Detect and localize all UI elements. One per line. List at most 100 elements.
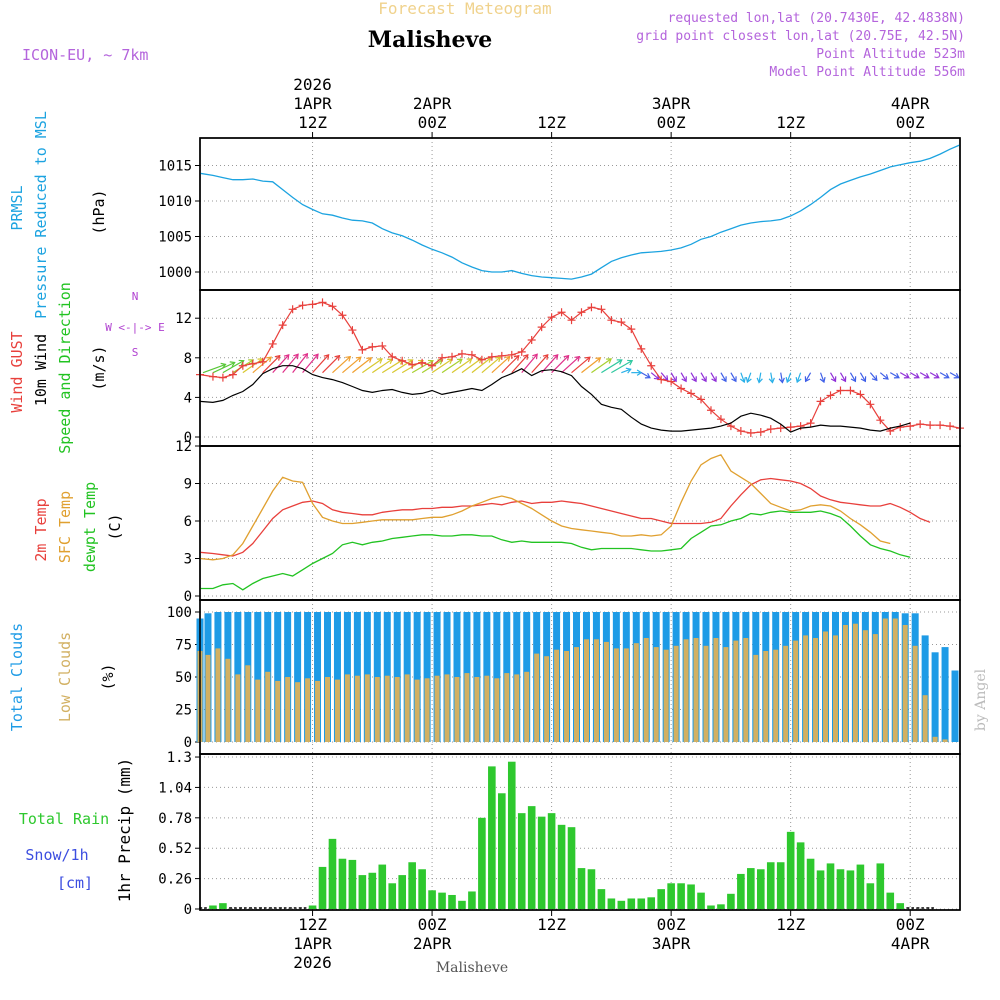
gust-marker <box>438 353 447 362</box>
wind-dir-arrow <box>481 356 501 374</box>
gust-marker <box>577 308 586 317</box>
rain-bar <box>607 898 616 909</box>
low-cloud-bar <box>803 635 809 742</box>
temp-line-0 <box>199 477 931 557</box>
rain-bar <box>747 868 755 909</box>
wind-dir-arrowhead <box>606 358 613 364</box>
gust-marker <box>876 416 885 425</box>
gust-marker <box>308 300 317 309</box>
x-tick-label-bottom: 12Z <box>776 915 805 934</box>
wind-dir-arrowhead <box>933 372 940 379</box>
wind-dir-arrowhead <box>552 353 559 360</box>
low-cloud-bar <box>295 682 301 742</box>
rain-bar <box>308 905 317 909</box>
panel-frame <box>199 137 961 291</box>
rain-bar <box>478 817 486 909</box>
dewpt-label: dewpt Temp <box>81 482 99 572</box>
low-cloud-bar <box>334 679 340 742</box>
rain-bar <box>886 892 895 909</box>
rain-bar <box>727 893 735 909</box>
rain-bar <box>677 883 685 909</box>
low-cloud-bar <box>554 649 560 742</box>
wind-dir-arrow <box>670 372 677 382</box>
wind-dir-arrowhead <box>691 376 697 383</box>
gust-marker <box>806 419 815 428</box>
temp-line-2 <box>200 510 911 591</box>
wind-dir-arrow <box>929 372 940 379</box>
gust-marker <box>358 345 367 354</box>
gust-marker <box>348 326 357 335</box>
rain-bar <box>348 859 357 909</box>
wind-dir-arrow <box>859 372 866 382</box>
wind-dir-arrow <box>501 355 520 374</box>
low-cloud-bar <box>394 677 400 742</box>
low-cloud-bar <box>723 647 729 742</box>
wind-dir-arrow <box>441 358 463 374</box>
gust-marker <box>328 302 337 311</box>
low-cloud-bar <box>683 639 689 742</box>
low-cloud-bar <box>275 680 281 742</box>
low-cloud-bar <box>524 671 530 742</box>
wind-dir-arrow <box>491 356 511 374</box>
x-tick-label-bottom: 2APR <box>413 934 452 953</box>
wind-dir-arrow <box>839 372 846 382</box>
y-tick-label: 50 <box>175 670 192 686</box>
y-tick-label: 100 <box>167 605 192 621</box>
low-cloud-bar <box>892 618 898 742</box>
wind-dir-arrow <box>471 357 492 374</box>
gust-marker <box>786 423 795 432</box>
low-cloud-bar <box>414 679 420 742</box>
low-cloud-bar <box>514 674 520 742</box>
wind-dir-arrowhead <box>830 376 837 383</box>
low-cloud-bar <box>852 623 858 742</box>
rain-bar <box>338 858 347 909</box>
wind-dir-arrowhead <box>804 376 811 383</box>
gust-marker <box>398 356 407 365</box>
gust-marker <box>657 375 666 384</box>
rain-bar <box>488 766 496 909</box>
rain-bar <box>816 870 825 909</box>
low-cloud-bar <box>813 638 819 742</box>
gust-marker <box>946 422 955 431</box>
precip-unit: 1hr Precip (mm) <box>115 758 134 903</box>
gust-marker <box>258 357 267 366</box>
x-tick-label-bottom: 2026 <box>293 953 332 972</box>
low-cloud-bar <box>265 671 271 742</box>
wind-dir-arrowhead <box>417 359 424 366</box>
gust-marker <box>746 429 755 438</box>
wind-dir-arrowhead <box>903 372 910 379</box>
wind-dir-arrowhead <box>293 353 299 360</box>
low-cloud-bar <box>374 677 380 742</box>
low-cloud-bar <box>305 678 311 742</box>
snow-label: Snow/1h <box>25 846 88 864</box>
y-tick-label: 25 <box>175 703 192 719</box>
rain-bar <box>468 891 476 909</box>
compass-s: S <box>132 346 139 359</box>
rain-bar <box>517 813 526 909</box>
x-tick-label-bottom: 00Z <box>418 915 447 934</box>
x-tick-label-bottom: 4APR <box>891 934 930 953</box>
low-cloud-bar <box>454 677 460 742</box>
low-cloud-bar <box>703 645 709 742</box>
x-tick-label-bottom: 3APR <box>652 934 691 953</box>
model-altitude: Model Point Altitude 556m <box>769 65 965 80</box>
panel-border <box>199 753 961 911</box>
gust-marker <box>926 421 935 430</box>
y-tick-label: 6 <box>184 514 192 530</box>
low-cloud-bar <box>564 651 570 742</box>
wind-dir-arrowhead <box>893 372 900 379</box>
gust-marker <box>826 391 835 400</box>
rain-bar <box>637 898 646 909</box>
panel-border <box>199 137 961 291</box>
wind-dir-arrowhead <box>739 377 746 384</box>
gust-marker <box>836 386 845 395</box>
total-cloud-bar <box>931 652 939 742</box>
low-cloud-bar <box>235 674 241 742</box>
gust-marker <box>776 424 785 433</box>
wind-dir-arrow <box>222 360 244 374</box>
pressure-unit: (hPa) <box>90 189 108 234</box>
total-cloud-bar <box>941 647 949 742</box>
y-tick-label: 0 <box>184 902 192 918</box>
low-cloud-bar <box>623 648 629 742</box>
total-cloud-bar <box>951 670 959 742</box>
